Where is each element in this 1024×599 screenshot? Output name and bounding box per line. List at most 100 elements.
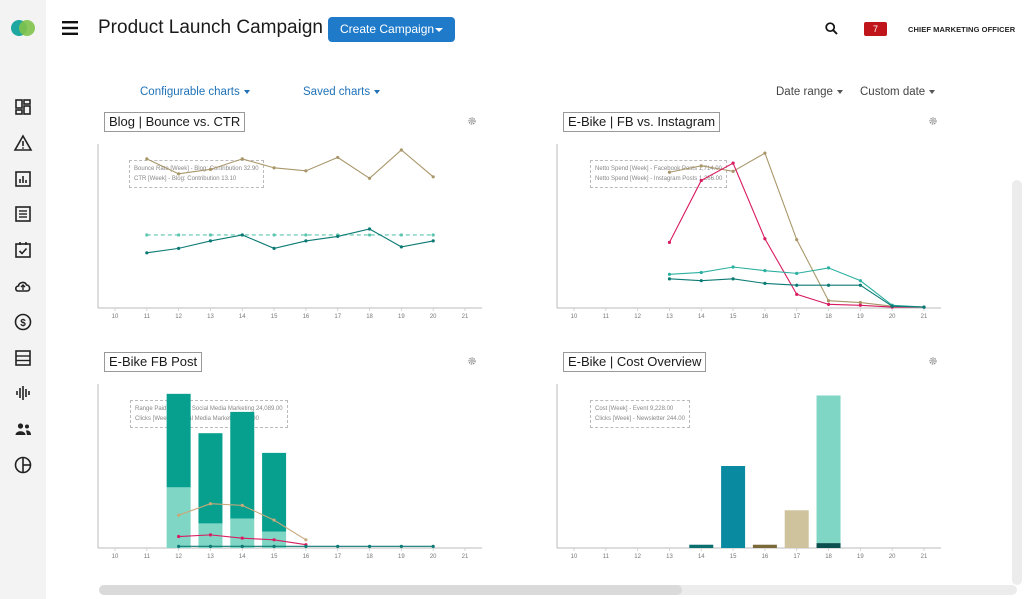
data-point: [826, 302, 831, 306]
x-tick-label: 15: [271, 314, 278, 320]
cloud-upload-icon[interactable]: [13, 276, 33, 296]
data-point: [431, 239, 435, 243]
x-tick-label: 13: [666, 314, 673, 320]
data-point: [431, 175, 435, 179]
configurable-charts-dropdown[interactable]: Configurable charts: [140, 86, 250, 98]
gear-icon[interactable]: [928, 116, 938, 126]
data-point: [208, 533, 213, 537]
legend-entry: Netto Spend [Week] - Instagram Posts 1,2…: [595, 176, 723, 182]
x-tick-label: 15: [730, 554, 737, 560]
bar-segment: [198, 433, 223, 524]
x-tick-label: 12: [634, 554, 641, 560]
create-campaign-button[interactable]: Create Campaign: [328, 17, 455, 42]
x-tick-label: 13: [666, 554, 673, 560]
x-tick-label: 16: [303, 554, 310, 560]
chart-blog-bounce-ctr: 10 11 12 13 14 15 16 17 18 19 20 21: [97, 144, 482, 320]
svg-text:$: $: [20, 318, 26, 329]
dashboard-icon[interactable]: [13, 97, 33, 117]
pie-chart-icon[interactable]: [13, 455, 33, 475]
bar-segment: [166, 487, 191, 548]
x-tick-label: 21: [462, 314, 469, 320]
x-tick-label: 13: [207, 554, 214, 560]
data-point: [826, 283, 831, 287]
data-point: [177, 246, 181, 250]
x-tick-label: 12: [175, 554, 182, 560]
x-tick-label: 11: [144, 554, 151, 560]
chart-title-ebike-fb-ig: E-Bike | FB vs. Instagram: [563, 112, 721, 132]
custom-date-dropdown[interactable]: Custom date: [860, 86, 936, 98]
legend-entry: Netto Spend [Week] - Facebook Posts 1,71…: [595, 166, 722, 172]
x-tick-label: 16: [303, 314, 310, 320]
x-tick-label: 18: [825, 554, 832, 560]
chart-legend-ebike-fb-ig: Netto Spend [Week] - Facebook Posts 1,71…: [590, 160, 728, 188]
x-tick-label: 16: [762, 314, 769, 320]
horizontal-scrollbar[interactable]: [99, 585, 1017, 595]
bar-chart-icon[interactable]: [13, 169, 33, 189]
data-point: [667, 277, 672, 281]
legend-entry: Bounce Rate [Week] - Blog: Contribution …: [134, 166, 259, 172]
vertical-scrollbar[interactable]: [1012, 180, 1022, 585]
notification-badge[interactable]: 7: [864, 22, 887, 36]
data-point: [367, 233, 372, 237]
data-point: [731, 265, 735, 269]
search-icon[interactable]: [825, 22, 838, 35]
date-range-label: Date range: [776, 86, 833, 98]
data-point: [731, 169, 735, 173]
list-icon[interactable]: [13, 204, 33, 224]
audio-wave-icon[interactable]: [13, 383, 33, 403]
data-point: [667, 170, 672, 174]
x-tick-label: 18: [366, 554, 373, 560]
checklist-icon[interactable]: [13, 240, 33, 260]
data-point: [336, 544, 340, 548]
data-point: [667, 240, 672, 244]
x-tick-label: 20: [889, 554, 896, 560]
bar-segment: [262, 452, 287, 532]
data-point: [399, 245, 403, 249]
x-tick-label: 12: [175, 314, 182, 320]
user-role[interactable]: CHIEF MARKETING OFFICER: [908, 25, 1016, 34]
data-point: [795, 271, 799, 275]
saved-charts-dropdown[interactable]: Saved charts: [303, 86, 381, 98]
gear-icon[interactable]: [928, 356, 938, 366]
data-point: [177, 544, 181, 548]
data-point: [177, 534, 181, 539]
data-point: [795, 292, 799, 296]
custom-date-label: Custom date: [860, 86, 926, 98]
legend-entry: Clicks [Week] - Newsletter 244.00: [595, 416, 685, 422]
gear-icon[interactable]: [467, 116, 477, 126]
bar-segment: [230, 518, 255, 548]
people-icon[interactable]: [13, 419, 33, 439]
data-point: [272, 233, 276, 237]
table-icon[interactable]: [13, 348, 33, 368]
data-point: [699, 279, 703, 283]
x-tick-label: 14: [239, 314, 246, 320]
page-title: Product Launch Campaign: [98, 17, 323, 38]
brand-logo-icon[interactable]: [10, 18, 36, 38]
chart-legend-blog: Bounce Rate [Week] - Blog: Contribution …: [129, 160, 264, 188]
horizontal-scrollbar-thumb[interactable]: [99, 585, 682, 595]
x-tick-label: 10: [112, 554, 119, 560]
x-tick-label: 19: [398, 554, 405, 560]
data-point: [272, 518, 276, 522]
menu-icon[interactable]: [62, 21, 78, 35]
date-range-dropdown[interactable]: Date range: [776, 86, 843, 98]
data-point: [367, 176, 372, 180]
gear-icon[interactable]: [467, 356, 477, 366]
data-point: [731, 161, 735, 165]
x-tick-label: 19: [857, 314, 864, 320]
data-point: [177, 233, 181, 237]
bar-segment: [721, 466, 746, 548]
x-tick-label: 13: [207, 314, 214, 320]
chevron-down-icon: [435, 28, 443, 32]
legend-entry: Range Paid [Week] - Social Media Marketi…: [135, 406, 283, 412]
x-tick-label: 11: [603, 314, 610, 320]
warning-icon[interactable]: [13, 133, 33, 153]
chart-legend-ebike-fb-post: Range Paid [Week] - Social Media Marketi…: [130, 400, 288, 428]
data-point: [336, 155, 340, 160]
series-line: [146, 149, 434, 179]
data-point: [858, 300, 862, 305]
dollar-icon[interactable]: $: [13, 312, 33, 332]
data-point: [304, 169, 308, 173]
x-tick-label: 17: [334, 314, 341, 320]
data-point: [304, 544, 308, 548]
